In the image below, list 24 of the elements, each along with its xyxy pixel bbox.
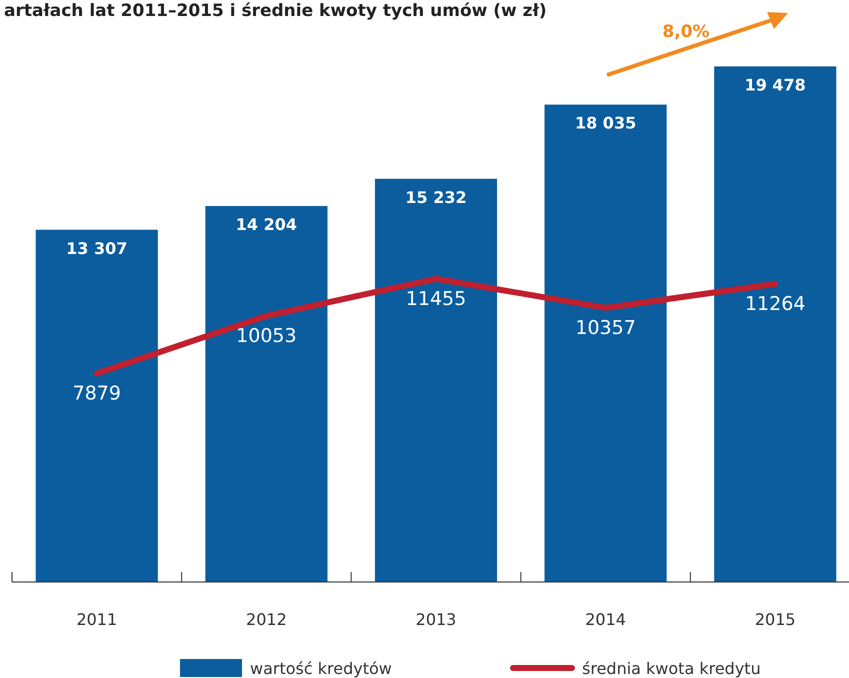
text: 8,0% [662,22,710,42]
data-label: 10053 [236,324,297,347]
data-label: 13 307 [66,238,128,258]
data-label: 18 035 [574,114,636,133]
data-label: 11455 [406,288,466,310]
x-tick-label: 2011 [76,610,118,629]
data-label: 10357 [575,316,636,339]
bar [36,230,158,582]
x-tick-label: 2013 [416,610,456,629]
legend-label: średnia kwota kredytu [582,659,761,678]
data-label: 15 232 [405,188,467,207]
data-label: 14 204 [236,215,298,234]
data-label: 11264 [744,292,806,315]
x-tick-label: 2014 [585,610,626,629]
legend-label: wartość kredytów [250,659,392,678]
x-tick-label: 2012 [246,610,287,629]
bar [374,178,498,582]
bar [544,104,667,582]
x-tick-label: 2015 [754,610,796,629]
chart-title: artałach lat 2011–2015 i średnie kwoty tych umów (w zł) [4,1,547,21]
bar [205,206,328,582]
data-label: 19 478 [744,75,806,94]
bar [714,66,836,582]
data-label: 7879 [72,382,121,404]
